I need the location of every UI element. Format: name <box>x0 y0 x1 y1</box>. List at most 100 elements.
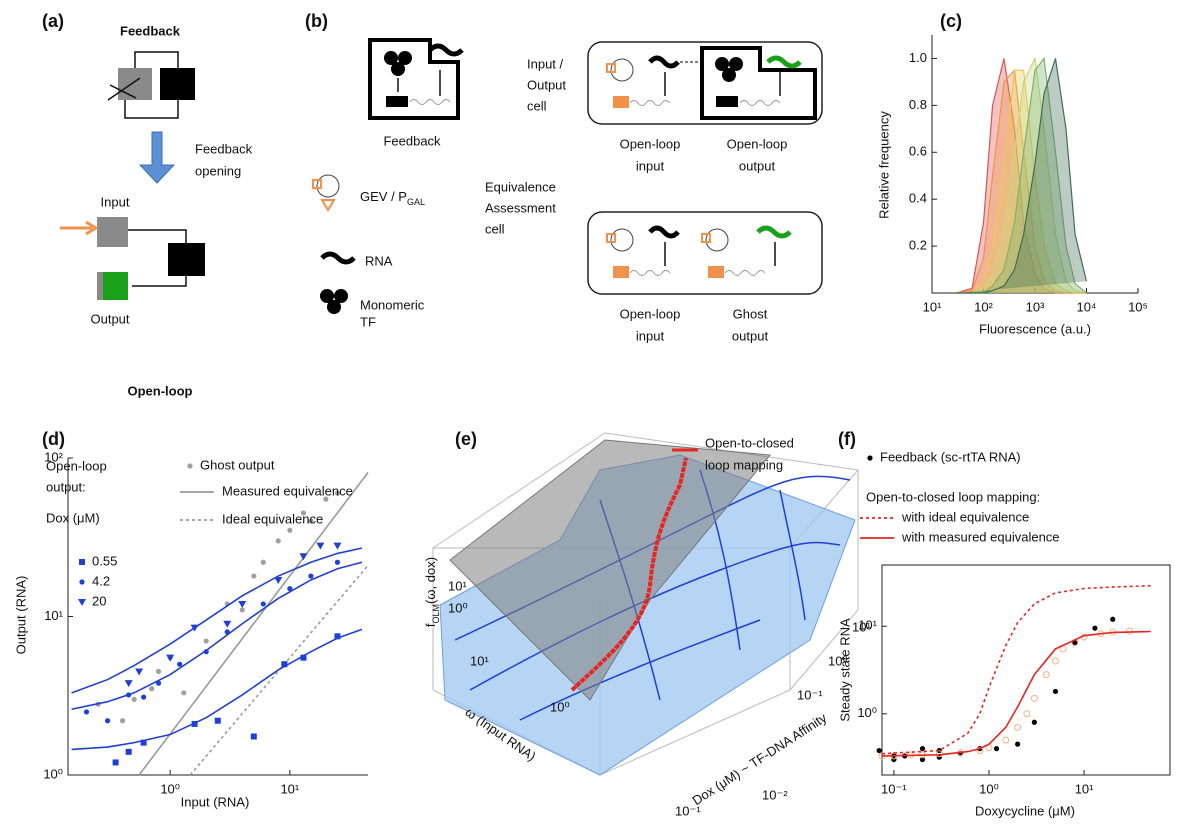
shape <box>327 300 341 314</box>
legend-title: Dox (μM) <box>46 510 100 525</box>
point <box>1042 671 1050 679</box>
shape <box>124 51 179 119</box>
legend-marker <box>79 559 85 565</box>
shape <box>606 233 616 243</box>
diagram-text: Ghost <box>733 306 768 321</box>
point <box>181 690 187 696</box>
legend-text: 4.2 <box>92 573 110 588</box>
shape <box>648 55 680 69</box>
diagram-text: output <box>739 158 776 173</box>
point <box>1110 616 1116 622</box>
point <box>316 542 325 550</box>
legend-text: Open-to-closed <box>705 435 794 450</box>
x-tick-label: 10⁵ <box>1128 299 1148 314</box>
line <box>138 472 369 776</box>
point <box>300 510 307 516</box>
shape <box>384 51 398 65</box>
x-axis-label: Input (RNA) <box>181 794 250 809</box>
legend-text: with ideal equivalence <box>901 509 1029 524</box>
x-tick-label: 10³ <box>1026 299 1045 314</box>
legend-text: loop mapping <box>705 457 783 472</box>
legend-text: Feedback (sc-rtTA RNA) <box>880 449 1021 464</box>
point <box>1023 710 1031 718</box>
diagram-text: Assessment <box>485 200 556 215</box>
shape <box>138 131 176 184</box>
area <box>956 56 1087 294</box>
legend-marker <box>867 455 873 461</box>
y-axis-label: Relative frequency <box>876 111 891 219</box>
x-tick-label: 10¹ <box>1075 781 1094 796</box>
shape <box>320 199 336 212</box>
shape <box>722 68 736 82</box>
y-axis-label: Output (RNA) <box>13 576 28 655</box>
line <box>881 584 1151 755</box>
shape <box>168 243 205 276</box>
shape <box>766 55 802 69</box>
y-tick-label: 10¹ <box>44 608 63 623</box>
diagram-text: Feedback <box>383 133 441 148</box>
y-tick-label: 10¹ <box>858 618 877 633</box>
line <box>881 630 1151 757</box>
diagram-text: Output <box>527 77 566 92</box>
diagram-text: Monomeric <box>360 297 425 312</box>
point <box>300 654 307 661</box>
x-tick-label: 10⁻¹ <box>881 781 907 796</box>
legend-marker <box>187 463 193 469</box>
diagram-text: cell <box>527 98 547 113</box>
point <box>177 661 183 667</box>
x-tick-label: 10¹ <box>280 781 299 796</box>
y-axis-label: Steady state RNA <box>837 618 852 722</box>
point <box>334 490 341 496</box>
diagram-text: Equivalence <box>485 179 556 194</box>
panel-label: (d) <box>42 429 65 449</box>
tick-label: 10⁻¹ <box>675 803 701 818</box>
point <box>260 559 266 565</box>
shape <box>705 228 729 252</box>
point <box>1030 694 1038 702</box>
point <box>166 654 175 662</box>
shape <box>756 225 792 239</box>
y-tick-label: 10⁰ <box>857 705 877 720</box>
diagram-text: Open-loop <box>727 136 788 151</box>
legend-marker <box>79 579 85 585</box>
shape <box>128 229 187 287</box>
diagram-text: input <box>636 158 665 173</box>
shape <box>160 68 195 100</box>
tick-label: 10⁰ <box>828 653 848 668</box>
point <box>299 553 308 561</box>
point <box>155 668 162 675</box>
tick-label: 10¹ <box>448 578 467 593</box>
panel-label: (b) <box>305 11 328 31</box>
point <box>274 576 283 584</box>
x-tick-label: 10⁴ <box>1076 299 1096 314</box>
point <box>876 747 882 754</box>
point <box>214 717 221 724</box>
diagram-text: Open-loop <box>128 383 193 398</box>
line <box>71 628 363 751</box>
panel-label: (e) <box>455 429 477 449</box>
x-tick-label: 10¹ <box>923 299 942 314</box>
point <box>223 620 232 628</box>
axis-label: fOLM(ω, dox) <box>423 557 441 627</box>
shape <box>739 100 781 106</box>
y-tick-label: 10² <box>44 449 63 464</box>
shape <box>629 100 671 106</box>
diagram-text: Output <box>90 311 129 326</box>
point <box>238 600 247 608</box>
legend-text: 20 <box>92 593 106 608</box>
shape <box>587 41 823 125</box>
shape <box>449 439 771 701</box>
point <box>275 538 281 544</box>
line <box>189 564 369 776</box>
point <box>260 601 266 607</box>
shape: OLM <box>431 604 441 624</box>
axis-line <box>67 458 368 776</box>
shape <box>587 211 823 295</box>
point <box>308 518 314 524</box>
diagram-text: RNA <box>365 253 393 268</box>
tick-label: 10⁰ <box>448 600 468 615</box>
point <box>1031 719 1037 725</box>
plot-frame <box>881 564 1171 776</box>
x-axis-label: Fluorescence (a.u.) <box>979 321 1091 336</box>
